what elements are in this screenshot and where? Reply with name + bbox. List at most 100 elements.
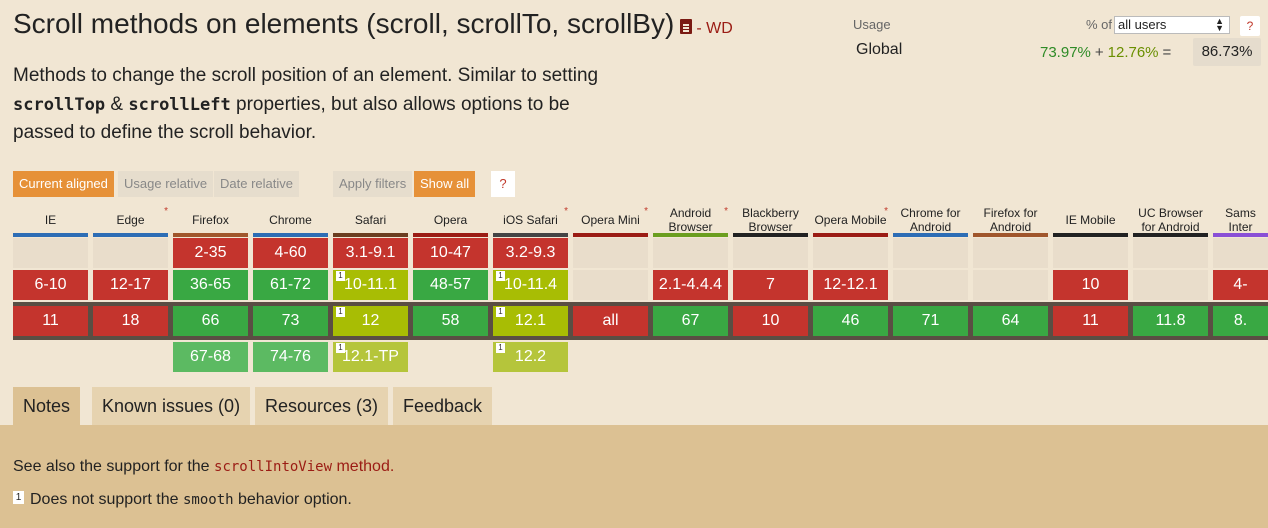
browser-header[interactable]: Firefox [173, 203, 248, 237]
support-cell[interactable]: all [573, 306, 648, 336]
browser-header[interactable]: Sams Inter [1213, 203, 1268, 237]
document-icon[interactable] [680, 19, 693, 34]
support-cell[interactable]: 64 [973, 306, 1048, 336]
version-range: 64 [1001, 312, 1020, 329]
support-cell[interactable]: 1 10-11.4 [493, 270, 568, 300]
support-cell[interactable]: 4- [1213, 270, 1268, 300]
tab-known-issues[interactable]: Known issues (0) [92, 387, 251, 425]
version-range: 4-60 [274, 244, 307, 261]
browser-header[interactable]: Safari [333, 203, 408, 237]
browser-header[interactable]: Chrome [253, 203, 328, 237]
support-cell[interactable]: 58 [413, 306, 488, 336]
version-range: all [602, 312, 619, 329]
browser-name: Opera Mobile [814, 213, 887, 227]
browser-header[interactable]: UC Browser for Android [1133, 203, 1208, 237]
region-label: Global [856, 41, 903, 58]
support-cell[interactable]: 1 12.2 [493, 342, 568, 372]
version-range: 10-11.1 [343, 276, 398, 293]
support-cell[interactable]: 4-60 [253, 238, 328, 268]
usage-relative-button[interactable]: Usage relative [118, 171, 214, 197]
support-cell[interactable]: 36-65 [173, 270, 248, 300]
support-cell[interactable]: 11 [1053, 306, 1128, 336]
scrollintoview-link[interactable]: scrollIntoView method. [214, 458, 395, 475]
date-relative-button[interactable]: Date relative [214, 171, 299, 197]
show-all-button[interactable]: Show all [414, 171, 476, 197]
support-cell[interactable]: 67-68 [173, 342, 248, 372]
browser-name: iOS Safari [503, 213, 558, 227]
current-aligned-button[interactable]: Current aligned [13, 171, 114, 197]
browser-header[interactable]: iOS Safari * [493, 203, 568, 237]
version-range: 67 [681, 312, 700, 329]
browser-color-bar [413, 233, 488, 237]
browser-header[interactable]: Android Browser * [653, 203, 728, 237]
browser-name: Chrome for Android [900, 206, 961, 234]
support-cell[interactable]: 11.8 [1133, 306, 1208, 336]
support-cell[interactable]: 3.1-9.1 [333, 238, 408, 268]
notes-panel [0, 425, 1268, 528]
support-cell[interactable]: 1 12.1-TP [333, 342, 408, 372]
browser-name: Edge [116, 213, 145, 227]
support-cell[interactable]: 11 [13, 306, 88, 336]
spec-status[interactable]: - WD [696, 20, 733, 37]
support-cell[interactable]: 73 [253, 306, 328, 336]
browser-header[interactable]: Chrome for Android [893, 203, 968, 237]
support-cell [1213, 238, 1268, 268]
browser-name: Opera Mini [581, 213, 640, 227]
version-range: 73 [281, 312, 300, 329]
tab-resources[interactable]: Resources (3) [255, 387, 389, 425]
browser-header[interactable]: Firefox for Android [973, 203, 1048, 237]
support-cell[interactable]: 67 [653, 306, 728, 336]
total-support-pct: 86.73% [1193, 38, 1261, 66]
browser-name: IE Mobile [1065, 213, 1116, 227]
browser-header[interactable]: Blackberry Browser [733, 203, 808, 237]
support-cell[interactable]: 18 [93, 306, 168, 336]
support-cell[interactable]: 1 12.1 [493, 306, 568, 336]
smooth-code: smooth [182, 492, 234, 508]
support-cell[interactable]: 71 [893, 306, 968, 336]
support-cell[interactable]: 1 12 [333, 306, 408, 336]
support-cell[interactable]: 48-57 [413, 270, 488, 300]
browser-header[interactable]: Opera [413, 203, 488, 237]
support-cell[interactable]: 61-72 [253, 270, 328, 300]
note-marker: 1 [336, 343, 345, 353]
browser-header[interactable]: IE [13, 203, 88, 237]
users-select[interactable]: all users ▲ ▼ [1114, 16, 1230, 34]
version-range: 12-12.1 [823, 276, 878, 293]
support-cell[interactable]: 46 [813, 306, 888, 336]
support-cell [93, 238, 168, 268]
tab-notes[interactable]: Notes [13, 387, 81, 425]
support-cell[interactable]: 74-76 [253, 342, 328, 372]
support-cell[interactable]: 12-17 [93, 270, 168, 300]
usage-help-button[interactable]: ? [1240, 16, 1260, 36]
support-cell [13, 238, 88, 268]
support-cell[interactable]: 8. [1213, 306, 1268, 336]
browser-header[interactable]: Opera Mini * [573, 203, 648, 237]
filters-help-button[interactable]: ? [491, 171, 515, 197]
support-cell[interactable]: 2.1-4.4.4 [653, 270, 728, 300]
support-cell[interactable]: 2-35 [173, 238, 248, 268]
browser-header[interactable]: Opera Mobile * [813, 203, 888, 237]
support-cell[interactable]: 7 [733, 270, 808, 300]
apply-filters-button[interactable]: Apply filters [333, 171, 413, 197]
support-cell[interactable]: 10 [1053, 270, 1128, 300]
tab-feedback[interactable]: Feedback [393, 387, 493, 425]
support-cell[interactable]: 10-47 [413, 238, 488, 268]
browser-header[interactable]: Edge * [93, 203, 168, 237]
support-cell[interactable]: 1 10-11.1 [333, 270, 408, 300]
version-range: 12.1 [514, 312, 547, 329]
support-cell[interactable]: 3.2-9.3 [493, 238, 568, 268]
support-cell[interactable]: 6-10 [13, 270, 88, 300]
version-range: 48-57 [430, 276, 471, 293]
version-range: 74-76 [270, 348, 311, 365]
browser-color-bar [653, 233, 728, 237]
prefix-note-star: * [644, 206, 648, 217]
support-cell[interactable]: 12-12.1 [813, 270, 888, 300]
prefix-note-star: * [164, 206, 168, 217]
browser-header[interactable]: IE Mobile [1053, 203, 1128, 237]
full-support-pct: 73.97% [1040, 44, 1091, 61]
support-cell[interactable]: 10 [733, 306, 808, 336]
version-range: 11 [42, 312, 59, 329]
scrolltop-code: scrollTop [13, 94, 106, 115]
browser-name: Chrome [269, 213, 312, 227]
support-cell[interactable]: 66 [173, 306, 248, 336]
